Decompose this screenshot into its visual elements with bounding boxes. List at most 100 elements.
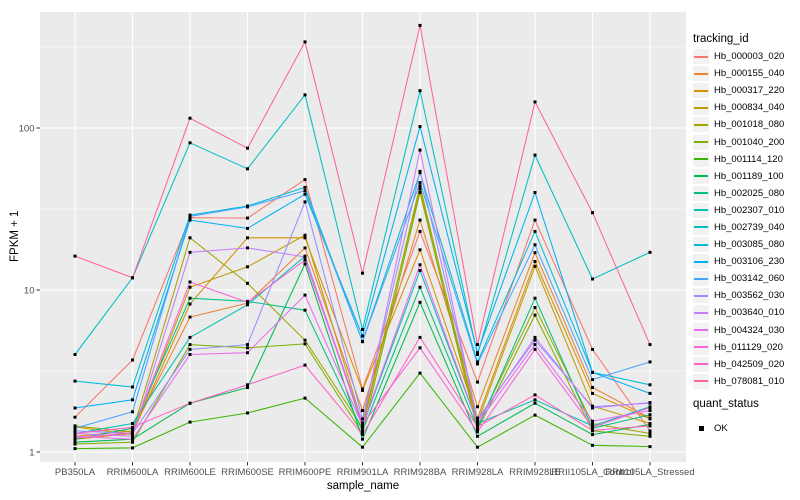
data-point: [476, 419, 479, 423]
data-point: [246, 411, 249, 415]
data-point: [361, 429, 364, 433]
legend-key-line-swatch: [693, 339, 709, 355]
data-point: [591, 277, 594, 281]
data-point: [131, 431, 134, 434]
data-point: [418, 169, 422, 173]
legend-item: Hb_001114_120: [693, 151, 784, 168]
legend-item-label: Hb_002739_040: [714, 221, 785, 233]
data-point: [188, 343, 192, 347]
data-point: [246, 351, 249, 355]
legend-item-label: Hb_003142_060: [714, 273, 785, 285]
legend-item: Hb_001040_200: [693, 133, 784, 150]
data-point: [246, 146, 249, 150]
legend-item-label: Hb_000317_220: [714, 85, 785, 97]
data-point: [418, 125, 422, 129]
data-point: [131, 385, 134, 389]
data-point: [648, 391, 652, 395]
quant-legend-item-label: OK: [714, 423, 728, 435]
legend-item: Hb_001018_080: [693, 116, 784, 133]
data-point: [533, 243, 537, 247]
legend-item-label: Hb_001189_100: [714, 170, 784, 182]
quant-legend-item: OK: [693, 420, 728, 437]
data-point: [246, 346, 249, 350]
data-point: [361, 328, 364, 331]
x-tick-label: PB350LA: [55, 467, 96, 478]
legend-key-line-swatch: [693, 288, 709, 304]
legend-key-point-swatch: [693, 421, 709, 436]
data-point: [73, 440, 77, 444]
data-point: [533, 313, 537, 317]
data-point: [533, 393, 537, 397]
legend-item-label: Hb_003640_010: [714, 307, 785, 319]
legend-key-line-swatch: [693, 254, 709, 270]
data-point: [73, 406, 77, 410]
legend-item: Hb_004324_030: [693, 322, 784, 339]
x-tick-label: RRIM600LE: [164, 467, 216, 478]
legend-item-label: Hb_011129_020: [714, 341, 783, 353]
y-tick-label: 10: [24, 285, 35, 296]
data-point: [73, 415, 77, 419]
legend-item: Hb_002307_010: [693, 202, 784, 219]
data-point: [246, 167, 249, 171]
data-point: [246, 216, 249, 220]
data-point: [73, 426, 77, 430]
data-point: [418, 263, 422, 267]
data-point: [591, 422, 594, 425]
legend-key-line-swatch: [693, 151, 709, 167]
legend: tracking_id Hb_000003_020 Hb_000155_040 Hb…: [691, 0, 800, 500]
x-tick-label: RRIM600LA: [107, 467, 159, 478]
data-point: [246, 205, 249, 209]
data-point: [246, 226, 249, 230]
legend-key-line-swatch: [693, 185, 709, 201]
legend-key-line-swatch: [693, 100, 709, 116]
legend-item: Hb_042509_020: [693, 356, 784, 373]
data-point: [533, 229, 537, 233]
data-point: [648, 406, 652, 410]
data-point: [648, 409, 652, 413]
data-point: [418, 229, 422, 233]
data-point: [648, 429, 652, 433]
data-point: [533, 343, 537, 347]
data-point: [361, 437, 364, 441]
data-point: [303, 293, 307, 297]
quant-legend-items: OK: [693, 420, 728, 437]
data-point: [303, 93, 307, 97]
data-point: [188, 347, 192, 351]
data-point: [533, 153, 537, 157]
data-point: [418, 89, 422, 93]
data-point: [418, 23, 422, 27]
data-point: [361, 409, 364, 413]
legend-item: Hb_011129_020: [693, 339, 784, 356]
data-point: [73, 353, 77, 356]
data-point: [188, 214, 192, 218]
data-point: [188, 401, 192, 405]
data-point: [361, 340, 364, 344]
data-point: [591, 406, 594, 410]
data-point: [303, 236, 307, 240]
data-point: [591, 378, 594, 382]
data-point: [246, 383, 249, 387]
data-point: [533, 306, 537, 309]
data-point: [303, 192, 307, 196]
data-point: [303, 233, 307, 237]
data-point: [131, 440, 134, 444]
legend-key-line-swatch: [693, 271, 709, 287]
x-tick-label: RRIM928LA: [452, 467, 504, 478]
y-tick-label: 1: [29, 447, 34, 458]
legend-item-label: Hb_003106_230: [714, 256, 785, 268]
data-point: [418, 285, 422, 289]
data-point: [476, 353, 479, 356]
data-point: [246, 281, 249, 285]
data-point: [591, 419, 594, 423]
data-point: [418, 148, 422, 152]
data-point: [246, 343, 249, 347]
legend-item-label: Hb_000834_040: [714, 102, 785, 114]
data-point: [131, 437, 134, 441]
data-point: [533, 398, 537, 402]
legend-item-label: Hb_003562_030: [714, 290, 785, 302]
data-point: [131, 446, 134, 450]
x-tick-label: RRIM600PE: [279, 467, 332, 478]
data-point: [648, 383, 652, 387]
legend-item: Hb_000834_040: [693, 99, 784, 116]
legend-item-label: Hb_000155_040: [714, 68, 785, 80]
